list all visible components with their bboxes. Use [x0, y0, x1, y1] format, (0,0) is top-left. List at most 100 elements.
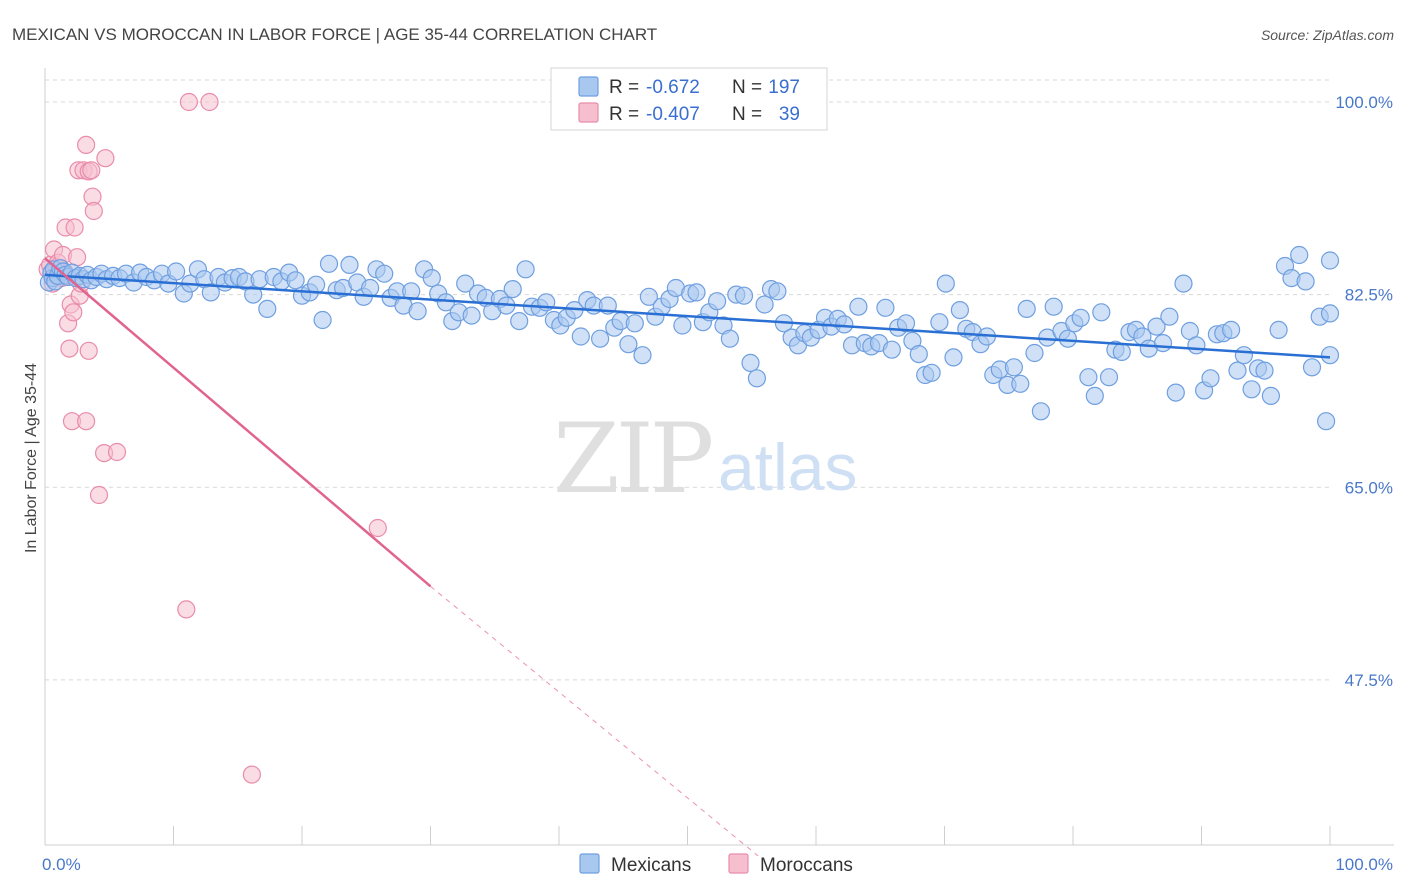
mexicans-point	[402, 282, 421, 301]
bottom-legend-label-mexicans: Mexicans	[611, 855, 691, 876]
mexicans-point	[167, 262, 186, 281]
mexicans-point	[1017, 299, 1036, 318]
x-tick-label-0: 0.0%	[42, 855, 81, 874]
mexicans-point	[1011, 374, 1030, 393]
x-tick-label-1: 100.0%	[1335, 855, 1393, 874]
mexicans-point	[422, 269, 441, 288]
mexicans-point	[741, 353, 760, 372]
legend-n-label-mexicans: N =	[732, 77, 762, 98]
moroccans-point	[368, 518, 387, 538]
mexicans-point	[1320, 346, 1340, 365]
y-tick-label-3: 47.5%	[1345, 671, 1393, 690]
mexicans-point	[1079, 368, 1098, 387]
mexicans-point	[1058, 329, 1078, 348]
mexicans-point	[1269, 320, 1288, 339]
y-tick-label-2: 65.0%	[1345, 478, 1393, 497]
mexicans-point	[1160, 307, 1179, 326]
axes	[44, 68, 1394, 846]
mexicans-point	[1228, 361, 1247, 380]
y-tick-label-1: 82.5%	[1345, 286, 1393, 305]
mexicans-point	[1092, 303, 1111, 322]
mexicans-point	[1153, 334, 1173, 353]
mexicans-point	[1261, 386, 1281, 405]
mexicans-point	[936, 274, 955, 293]
y-axis-label: In Labor Force | Age 35-44	[23, 363, 40, 553]
mexicans-point	[625, 314, 644, 333]
moroccans-point	[89, 485, 109, 505]
moroccans-point	[177, 600, 196, 619]
mexicans-point	[755, 295, 774, 314]
moroccans-point	[60, 339, 79, 358]
mexicans-point	[1296, 272, 1315, 291]
chart-source: Source: ZipAtlas.com	[1261, 27, 1394, 43]
mexicans-point	[503, 280, 522, 299]
mexicans-point	[1302, 358, 1322, 377]
mexicans-point	[1031, 402, 1051, 421]
moroccans-trend-extension	[430, 585, 759, 857]
mexicans-point	[244, 285, 263, 304]
mexicans-point	[673, 316, 692, 335]
mexicans-point	[516, 260, 535, 279]
mexicans-point	[747, 369, 767, 388]
mexicans-point	[1004, 358, 1024, 377]
legend-swatch-moroccans	[578, 102, 599, 123]
trend-lines	[44, 257, 1331, 857]
mexicans-point	[571, 327, 590, 346]
mexicans-point	[882, 340, 901, 359]
mexicans-point	[1174, 274, 1193, 293]
mexicans-point	[849, 297, 868, 316]
mexicans-point	[922, 363, 941, 382]
chart-title: MEXICAN VS MOROCCAN IN LABOR FORCE | AGE…	[12, 25, 657, 44]
mexicans-point	[361, 278, 380, 298]
moroccans-point	[65, 218, 84, 237]
tick-labels: 100.0% 82.5% 65.0% 47.5% 0.0% 100.0%	[42, 93, 1393, 874]
mexicans-point	[1255, 361, 1274, 380]
mexicans-point	[319, 254, 339, 273]
mexicans-point	[462, 306, 481, 325]
mexicans-point	[313, 310, 332, 330]
moroccans-point	[82, 161, 101, 180]
mexicans-point	[1187, 336, 1206, 355]
bottom-legend-swatch-mexicans	[579, 853, 600, 874]
mexicans-point	[1316, 412, 1336, 431]
mexicans-point	[408, 302, 427, 321]
mexicans-point	[1071, 308, 1090, 327]
mexicans-point	[201, 283, 220, 302]
mexicans-point	[944, 348, 963, 367]
mexicans-point	[707, 292, 727, 311]
mexicans-point	[1221, 320, 1241, 339]
moroccans-point	[107, 442, 127, 462]
mexicans-point	[768, 282, 787, 301]
gridlines	[45, 79, 1330, 681]
mexicans-point	[687, 283, 706, 302]
mexicans-point	[375, 264, 394, 283]
mexicans-point	[1085, 386, 1104, 405]
moroccans-point	[84, 201, 103, 221]
mexicans-point	[258, 299, 277, 318]
bottom-legend: Mexicans Moroccans	[579, 853, 853, 876]
moroccans-point	[67, 248, 87, 267]
mexicans-point	[286, 271, 305, 290]
legend-r-value-moroccans: -0.407	[646, 104, 700, 125]
mexicans-trend-line	[44, 273, 1331, 359]
moroccans-point	[79, 341, 98, 360]
watermark-zip: ZIP	[553, 403, 712, 515]
moroccans-point	[96, 149, 115, 168]
y-tick-label-0: 100.0%	[1335, 93, 1393, 112]
legend-box: R = -0.672 N = 197 R = -0.407 N = 39	[550, 67, 828, 131]
mexicans-point	[1025, 343, 1044, 363]
bottom-legend-label-moroccans: Moroccans	[760, 855, 853, 876]
moroccans-trend-line	[44, 257, 432, 588]
mexicans-point	[896, 314, 916, 333]
moroccans-point	[76, 135, 96, 154]
mexicans-point	[510, 312, 529, 331]
mexicans-point	[1242, 380, 1261, 399]
mexicans-point	[1320, 304, 1340, 323]
moroccans-point	[200, 92, 219, 112]
mexicans-point	[909, 345, 928, 364]
legend-r-label-mexicans: R =	[609, 77, 639, 98]
legend-n-value-mexicans: 197	[768, 77, 800, 98]
mexicans-point	[1147, 317, 1166, 336]
mexicans-point	[639, 287, 659, 306]
